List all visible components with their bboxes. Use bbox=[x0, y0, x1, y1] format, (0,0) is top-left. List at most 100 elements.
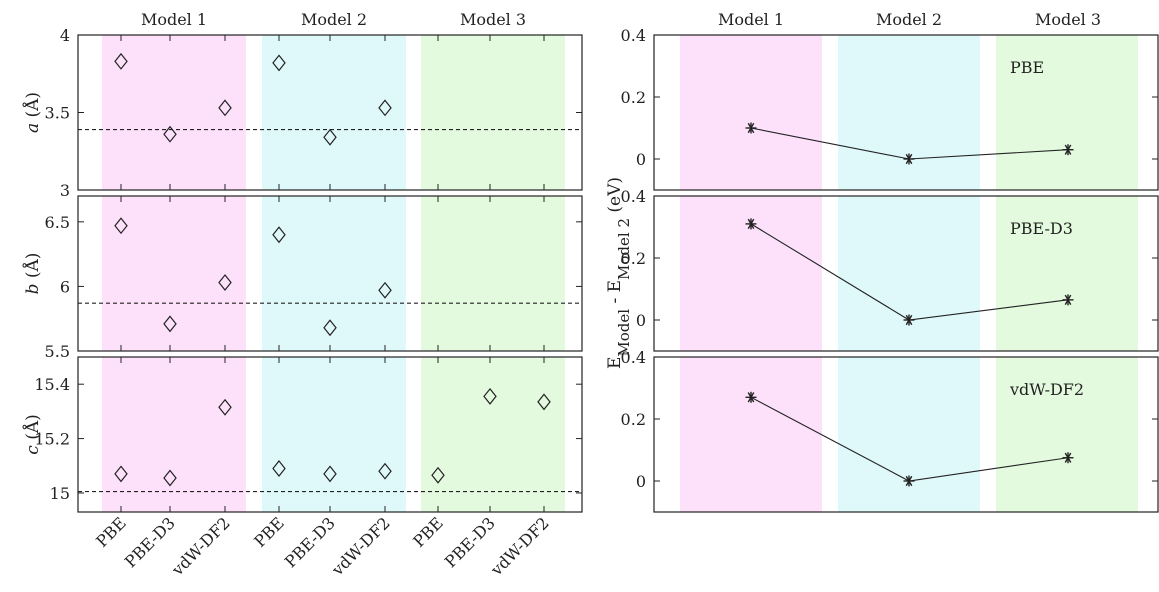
model-band-1 bbox=[680, 35, 822, 190]
y-tick-label: 6 bbox=[60, 277, 70, 296]
y-tick-label: 0.4 bbox=[621, 26, 646, 45]
data-point-diamond bbox=[378, 281, 392, 299]
panel-label-vdw-df2: vdW-DF2 bbox=[1009, 380, 1084, 399]
y-axis-unit: (Å) bbox=[22, 253, 43, 284]
data-point-diamond bbox=[323, 319, 337, 337]
model-band-1 bbox=[102, 196, 246, 351]
header-model-3: Model 3 bbox=[460, 10, 526, 29]
header-model-1: Model 1 bbox=[141, 10, 207, 29]
x-tick-label: vdW-DF2 bbox=[167, 513, 234, 580]
model-band-3 bbox=[421, 196, 565, 351]
y-axis-label-part: E bbox=[605, 357, 625, 369]
y-axis-label: EModel - EModel 2 (eV) bbox=[605, 177, 633, 369]
panel-frame bbox=[653, 356, 1159, 513]
x-tick-label: PBE bbox=[92, 513, 130, 551]
y-axis-unit: (Å) bbox=[22, 414, 43, 445]
model-band-3 bbox=[421, 357, 565, 512]
data-point-diamond bbox=[114, 465, 128, 483]
y-tick-label: 0.4 bbox=[621, 187, 646, 206]
model-band-1 bbox=[102, 357, 246, 512]
data-point-diamond bbox=[378, 462, 392, 480]
y-axis-label-part: (eV) bbox=[605, 177, 625, 218]
x-tick-label: vdW-DF2 bbox=[486, 513, 553, 580]
data-point-asterisk bbox=[903, 314, 915, 326]
panel-frame bbox=[653, 195, 1159, 352]
data-point-asterisk bbox=[745, 218, 757, 230]
data-point-asterisk bbox=[745, 391, 757, 403]
header-model-2: Model 2 bbox=[876, 10, 942, 29]
y-tick-label: 15.4 bbox=[34, 375, 70, 394]
header-model-3: Model 3 bbox=[1035, 10, 1101, 29]
y-tick-label: 4 bbox=[60, 26, 70, 45]
data-point-asterisk bbox=[903, 153, 915, 165]
model-band-3 bbox=[996, 35, 1138, 190]
data-point-diamond bbox=[431, 466, 445, 484]
data-point-asterisk bbox=[745, 122, 757, 134]
y-tick-label: 0.2 bbox=[621, 410, 646, 429]
data-point-diamond bbox=[114, 52, 128, 70]
header-model-1: Model 1 bbox=[718, 10, 784, 29]
model-band-2 bbox=[262, 35, 406, 190]
data-point-asterisk bbox=[1062, 294, 1074, 306]
data-point-diamond bbox=[114, 217, 128, 235]
y-tick-label: 0 bbox=[636, 472, 646, 491]
model-band-2 bbox=[838, 35, 980, 190]
data-point-asterisk bbox=[1062, 144, 1074, 156]
data-point-asterisk bbox=[903, 475, 915, 487]
model-band-1 bbox=[102, 35, 246, 190]
y-tick-label: 6.5 bbox=[45, 213, 70, 232]
y-axis-label-part: Model bbox=[615, 309, 633, 357]
data-point-diamond bbox=[272, 226, 286, 244]
x-tick-label: PBE bbox=[409, 513, 447, 551]
y-axis-label: b (Å) bbox=[22, 253, 43, 295]
data-point-diamond bbox=[218, 274, 232, 292]
data-point-diamond bbox=[537, 393, 551, 411]
y-axis-symbol: a bbox=[23, 123, 43, 133]
y-axis-label-part: - E bbox=[605, 280, 625, 309]
model-band-2 bbox=[838, 196, 980, 351]
lattice-parameters-chart: Model 1 Model 2 Model 3 3 3.5 4 a (Å) 5.5 6 6.5 b … bbox=[22, 10, 583, 580]
y-tick-label: 3 bbox=[60, 181, 70, 200]
y-tick-label: 5.5 bbox=[45, 342, 70, 361]
data-point-diamond bbox=[163, 469, 177, 487]
data-point-asterisk bbox=[1062, 452, 1074, 464]
data-point-diamond bbox=[163, 315, 177, 333]
relative-energy-chart: Model 1 Model 2 Model 3 0 0.2 0.4 PBE 0 0.2 0.4 PB… bbox=[605, 10, 1159, 513]
x-tick-label: PBE bbox=[250, 513, 288, 551]
y-tick-label: 0 bbox=[636, 150, 646, 169]
panel-label-pbe-d3: PBE-D3 bbox=[1010, 219, 1073, 238]
panel-label-pbe: PBE bbox=[1010, 58, 1044, 77]
model-band-2 bbox=[262, 196, 406, 351]
y-tick-label: 0.2 bbox=[621, 249, 646, 268]
y-tick-label: 0.4 bbox=[621, 348, 646, 367]
y-tick-label: 0.2 bbox=[621, 88, 646, 107]
model-band-3 bbox=[996, 196, 1138, 351]
data-point-diamond bbox=[218, 398, 232, 416]
model-band-2 bbox=[838, 357, 980, 512]
y-axis-symbol: b bbox=[23, 284, 43, 295]
header-model-2: Model 2 bbox=[301, 10, 367, 29]
model-band-2 bbox=[262, 357, 406, 512]
model-band-3 bbox=[421, 35, 565, 190]
data-point-diamond bbox=[272, 54, 286, 72]
y-tick-label: 15 bbox=[50, 484, 70, 503]
y-tick-label: 0 bbox=[636, 311, 646, 330]
panel-frame bbox=[653, 34, 1159, 191]
data-point-diamond bbox=[323, 128, 337, 146]
y-axis-symbol: c bbox=[23, 445, 43, 455]
data-point-diamond bbox=[218, 99, 232, 117]
data-point-diamond bbox=[378, 99, 392, 117]
y-tick-label: 15.2 bbox=[34, 430, 70, 449]
y-tick-label: 3.5 bbox=[45, 104, 70, 123]
y-axis-label: a (Å) bbox=[22, 92, 43, 133]
y-axis-label-part: Model 2 bbox=[615, 218, 633, 280]
data-point-diamond bbox=[272, 460, 286, 477]
model-band-1 bbox=[680, 357, 822, 512]
data-point-diamond bbox=[163, 125, 177, 143]
data-point-diamond bbox=[483, 387, 497, 405]
y-axis-unit: (Å) bbox=[22, 92, 43, 123]
data-point-diamond bbox=[323, 465, 337, 483]
x-tick-label: vdW-DF2 bbox=[327, 513, 394, 580]
y-axis-label: c (Å) bbox=[22, 414, 43, 454]
